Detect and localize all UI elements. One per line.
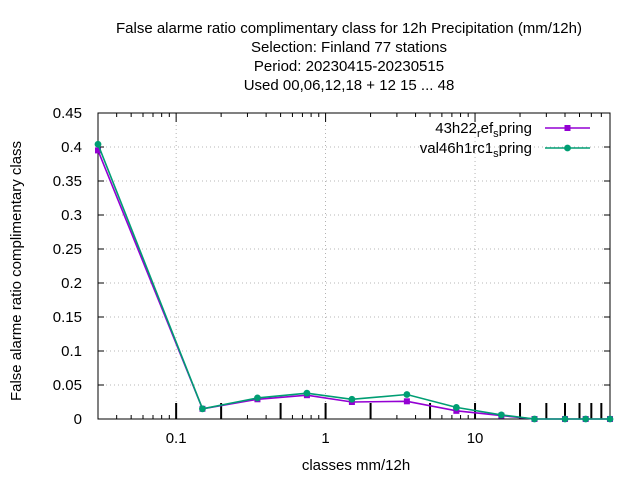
y-axis: 0 0.05 0.1 0.15 0.2 0.25 0.3 0.35 0.4 0.45	[53, 105, 610, 428]
y-tick-label: 0.3	[61, 207, 82, 224]
chart-title: False alarme ratio complimentary class f…	[116, 20, 582, 94]
x-tick-label: 1	[321, 430, 329, 447]
y-tick-label: 0.15	[53, 309, 82, 326]
data-point	[254, 394, 261, 402]
title-line: Used 00,06,12,18 + 12 15 ... 48	[244, 77, 455, 94]
data-point	[582, 415, 590, 423]
data-point	[403, 398, 410, 405]
data-point	[531, 415, 538, 423]
series-line	[97, 150, 610, 420]
y-tick-label: 0.05	[53, 377, 82, 394]
y-tick-label: 0	[74, 411, 82, 428]
data-point	[561, 415, 569, 423]
series-1	[95, 147, 613, 422]
y-tick-label: 0.1	[61, 343, 82, 360]
plot-frame	[97, 112, 611, 420]
title-line: Selection: Finland 77 stations	[251, 39, 447, 56]
y-tick-label: 0.25	[53, 241, 82, 258]
legend-label: val46h1rc1spring	[420, 140, 532, 160]
data-point	[403, 391, 411, 398]
data-point	[348, 395, 356, 403]
x-tick-label: 0.1	[166, 430, 187, 447]
y-tick-label: 0.45	[53, 105, 82, 122]
grid	[98, 113, 610, 419]
title-line: Period: 20230415-20230515	[254, 58, 444, 75]
series-line	[97, 144, 610, 420]
legend-marker	[564, 144, 571, 152]
x-axis: 0.1 1 10	[97, 113, 611, 447]
y-axis-label: False alarme ratio complimentary class	[8, 141, 25, 401]
legend-entry: val46h1rc1spring	[420, 140, 590, 160]
series	[94, 140, 614, 423]
class-marks	[175, 403, 603, 419]
series-2	[94, 140, 614, 423]
data-point	[303, 389, 311, 397]
data-point	[606, 415, 614, 423]
data-point	[95, 147, 101, 154]
y-tick-label: 0.4	[61, 139, 82, 156]
legend-marker	[564, 125, 571, 131]
data-point	[94, 140, 102, 148]
legend-label: 43h22refspring	[435, 120, 532, 140]
y-tick-label: 0.2	[61, 275, 82, 292]
y-tick-label: 0.35	[53, 173, 82, 190]
title-line: False alarme ratio complimentary class f…	[116, 20, 582, 37]
x-axis-label: classes mm/12h	[302, 457, 410, 474]
legend-entry: 43h22refspring	[435, 120, 590, 140]
data-point	[497, 411, 505, 419]
x-tick-label: 10	[467, 430, 484, 447]
data-point	[199, 405, 206, 413]
data-point	[452, 404, 460, 411]
